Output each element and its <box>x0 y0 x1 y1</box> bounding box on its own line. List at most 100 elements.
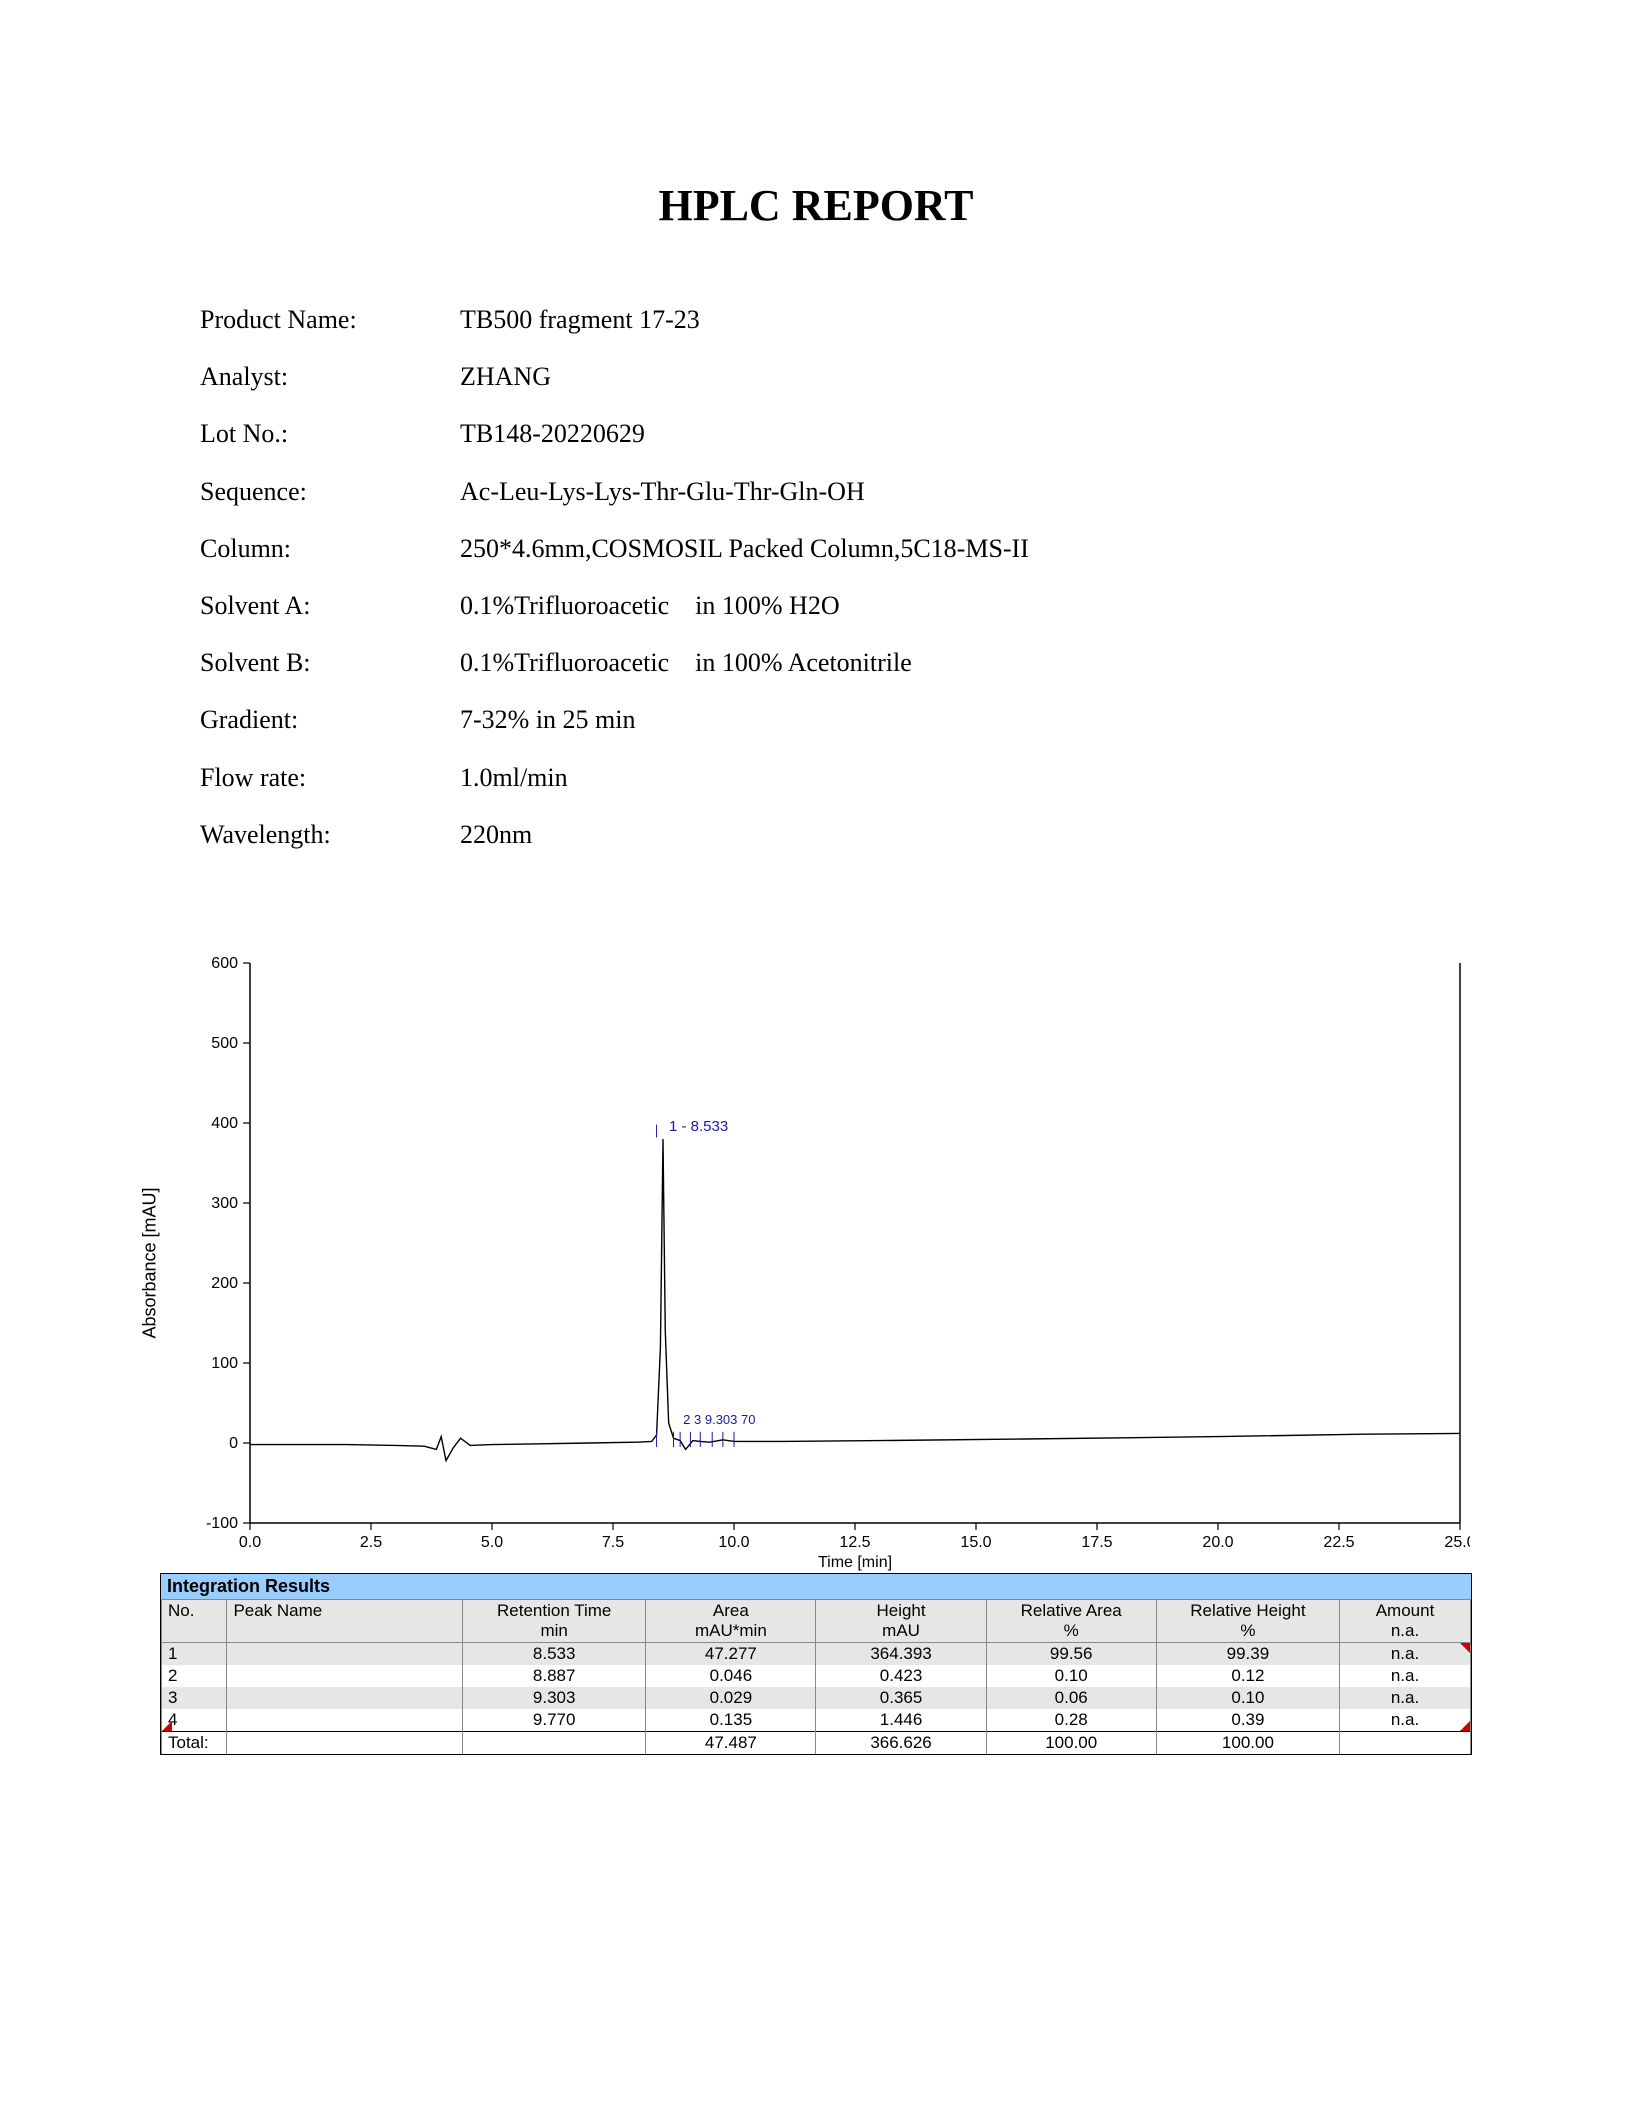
svg-text:20.0: 20.0 <box>1202 1534 1233 1551</box>
table-cell: 0.029 <box>646 1687 816 1709</box>
svg-text:25.0: 25.0 <box>1444 1534 1470 1551</box>
table-cell: 0.39 <box>1156 1709 1339 1732</box>
table-cell: 2 <box>162 1665 227 1687</box>
table-cell: 0.28 <box>986 1709 1156 1732</box>
svg-text:5.0: 5.0 <box>481 1534 503 1551</box>
meta-label: Solvent A: <box>200 577 460 634</box>
chromatogram-svg: -10001002003004005006000.02.55.07.510.01… <box>160 953 1470 1573</box>
col-subheader: % <box>1156 1621 1339 1643</box>
col-subheader <box>227 1621 463 1643</box>
table-cell: 99.39 <box>1156 1642 1339 1665</box>
table-row: 39.3030.0290.3650.060.10n.a. <box>162 1687 1471 1709</box>
integration-table: Integration Results No.Peak NameRetentio… <box>160 1573 1472 1755</box>
table-cell: n.a. <box>1340 1709 1471 1732</box>
table-cell: 0.135 <box>646 1709 816 1732</box>
chart-ylabel: Absorbance [mAU] <box>140 1187 161 1338</box>
svg-text:600: 600 <box>211 955 238 972</box>
meta-label: Analyst: <box>200 348 460 405</box>
integration-title: Integration Results <box>161 1574 1471 1600</box>
table-cell: 0.12 <box>1156 1665 1339 1687</box>
meta-row: Gradient:7-32% in 25 min <box>200 691 1472 748</box>
svg-text:2.5: 2.5 <box>360 1534 382 1551</box>
table-cell: 9.770 <box>463 1709 646 1732</box>
meta-label: Solvent B: <box>200 634 460 691</box>
svg-text:300: 300 <box>211 1195 238 1212</box>
table-row: 28.8870.0460.4230.100.12n.a. <box>162 1665 1471 1687</box>
meta-label: Wavelength: <box>200 806 460 863</box>
svg-text:100: 100 <box>211 1355 238 1372</box>
table-cell: 0.423 <box>816 1665 986 1687</box>
col-subheader <box>162 1621 227 1643</box>
svg-text:-100: -100 <box>206 1515 238 1532</box>
meta-row: Product Name:TB500 fragment 17-23 <box>200 291 1472 348</box>
meta-row: Solvent A:0.1%Trifluoroacetic in 100% H2… <box>200 577 1472 634</box>
meta-value: 220nm <box>460 806 1472 863</box>
total-cell: 100.00 <box>986 1731 1156 1754</box>
table-cell: 0.10 <box>986 1665 1156 1687</box>
table-cell: 99.56 <box>986 1642 1156 1665</box>
svg-text:Time [min]: Time [min] <box>818 1554 892 1571</box>
results-table: No.Peak NameRetention TimeAreaHeightRela… <box>161 1600 1471 1754</box>
meta-value: 250*4.6mm,COSMOSIL Packed Column,5C18-MS… <box>460 520 1472 577</box>
total-cell: Total: <box>162 1731 227 1754</box>
table-cell: 8.887 <box>463 1665 646 1687</box>
svg-text:0: 0 <box>229 1435 238 1452</box>
meta-row: Flow rate:1.0ml/min <box>200 749 1472 806</box>
svg-text:12.5: 12.5 <box>839 1534 870 1551</box>
col-header: Peak Name <box>227 1600 463 1621</box>
table-cell: 0.10 <box>1156 1687 1339 1709</box>
table-cell: n.a. <box>1340 1687 1471 1709</box>
total-row: Total:47.487366.626100.00100.00 <box>162 1731 1471 1754</box>
table-cell: 1.446 <box>816 1709 986 1732</box>
svg-text:400: 400 <box>211 1115 238 1132</box>
table-cell <box>227 1709 463 1732</box>
table-row: 4 9.7700.1351.4460.280.39n.a. <box>162 1709 1471 1732</box>
col-header: Height <box>816 1600 986 1621</box>
meta-row: Sequence:Ac-Leu-Lys-Lys-Thr-Glu-Thr-Gln-… <box>200 463 1472 520</box>
meta-label: Flow rate: <box>200 749 460 806</box>
col-header: Retention Time <box>463 1600 646 1621</box>
svg-text:0.0: 0.0 <box>239 1534 261 1551</box>
table-cell: 4 <box>162 1709 227 1732</box>
meta-value: TB500 fragment 17-23 <box>460 291 1472 348</box>
meta-value: 7-32% in 25 min <box>460 691 1472 748</box>
meta-value: 1.0ml/min <box>460 749 1472 806</box>
meta-label: Lot No.: <box>200 405 460 462</box>
table-row: 18.53347.277364.39399.5699.39n.a. <box>162 1642 1471 1665</box>
svg-text:10.0: 10.0 <box>718 1534 749 1551</box>
meta-label: Product Name: <box>200 291 460 348</box>
table-cell: 3 <box>162 1687 227 1709</box>
col-subheader: mAU <box>816 1621 986 1643</box>
metadata-block: Product Name:TB500 fragment 17-23Analyst… <box>160 291 1472 863</box>
total-cell: 100.00 <box>1156 1731 1339 1754</box>
col-header: No. <box>162 1600 227 1621</box>
svg-text:15.0: 15.0 <box>960 1534 991 1551</box>
col-subheader: min <box>463 1621 646 1643</box>
total-cell <box>227 1731 463 1754</box>
table-cell <box>227 1687 463 1709</box>
meta-value: 0.1%Trifluoroacetic in 100% H2O <box>460 577 1472 634</box>
col-subheader: mAU*min <box>646 1621 816 1643</box>
total-cell: 47.487 <box>646 1731 816 1754</box>
col-subheader: n.a. <box>1340 1621 1471 1643</box>
report-title: HPLC REPORT <box>160 180 1472 231</box>
meta-label: Gradient: <box>200 691 460 748</box>
table-cell: 364.393 <box>816 1642 986 1665</box>
table-cell: 47.277 <box>646 1642 816 1665</box>
svg-text:17.5: 17.5 <box>1081 1534 1112 1551</box>
table-cell: 0.046 <box>646 1665 816 1687</box>
table-cell: 8.533 <box>463 1642 646 1665</box>
meta-row: Wavelength:220nm <box>200 806 1472 863</box>
svg-text:2 3 9.303 70: 2 3 9.303 70 <box>683 1412 755 1427</box>
table-cell <box>227 1642 463 1665</box>
meta-value: ZHANG <box>460 348 1472 405</box>
total-cell <box>463 1731 646 1754</box>
table-cell: 0.06 <box>986 1687 1156 1709</box>
svg-text:500: 500 <box>211 1035 238 1052</box>
svg-text:22.5: 22.5 <box>1323 1534 1354 1551</box>
meta-value: Ac-Leu-Lys-Lys-Thr-Glu-Thr-Gln-OH <box>460 463 1472 520</box>
col-header: Relative Area <box>986 1600 1156 1621</box>
meta-row: Solvent B:0.1%Trifluoroacetic in 100% Ac… <box>200 634 1472 691</box>
col-header: Amount <box>1340 1600 1471 1621</box>
meta-row: Lot No.:TB148-20220629 <box>200 405 1472 462</box>
